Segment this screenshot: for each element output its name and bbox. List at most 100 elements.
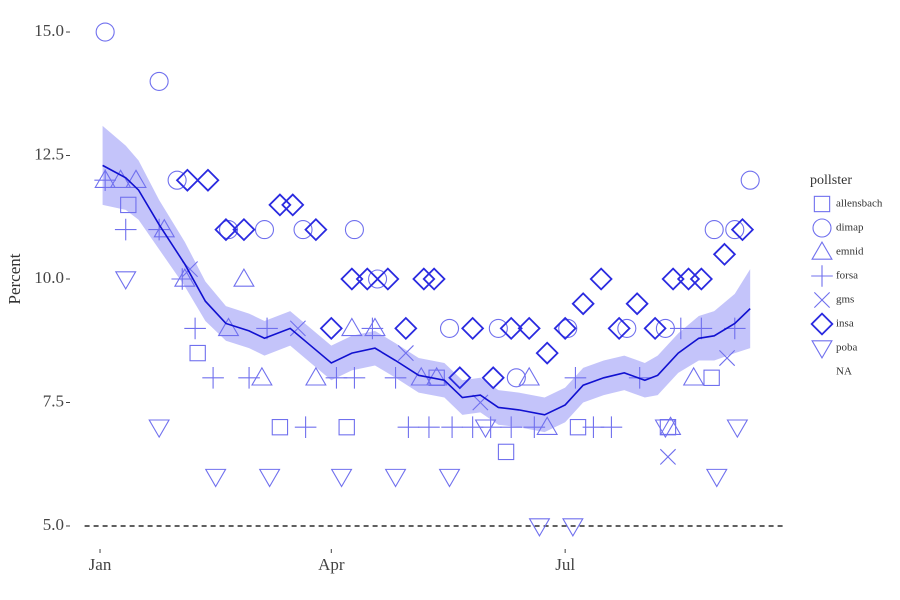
point (425, 366, 448, 386)
point (474, 419, 497, 439)
point (173, 268, 196, 287)
point (412, 267, 436, 291)
point (725, 220, 745, 240)
point (659, 416, 682, 435)
point (439, 318, 460, 338)
point (448, 366, 472, 390)
legend-label: gms (836, 294, 854, 306)
point (95, 22, 115, 42)
point (251, 366, 273, 386)
legend-symbol (813, 195, 831, 213)
point (740, 170, 760, 190)
point (120, 196, 137, 214)
point (384, 366, 407, 389)
trend-line (102, 164, 751, 416)
point (607, 316, 631, 341)
legend-label: insa (836, 318, 854, 330)
point (368, 269, 388, 289)
legend-label: dimap (836, 222, 864, 234)
point (712, 242, 737, 266)
point (617, 318, 637, 338)
point (254, 220, 275, 240)
legend-title: pollster (810, 173, 852, 188)
point (682, 366, 705, 386)
point (148, 419, 170, 439)
legend-symbol (813, 291, 831, 309)
x-tick-label: Jul (555, 555, 575, 574)
point (289, 320, 306, 337)
point (690, 317, 713, 340)
point (536, 416, 559, 435)
point (397, 416, 420, 438)
point (281, 193, 305, 217)
point (305, 366, 327, 386)
confidence-band (102, 125, 751, 433)
point (643, 316, 667, 341)
legend-symbol (811, 265, 833, 287)
point (564, 366, 587, 389)
point (202, 366, 224, 389)
point (258, 468, 281, 488)
legend-label: NA (836, 366, 852, 378)
point (600, 416, 623, 438)
point (589, 267, 613, 291)
point (268, 193, 292, 217)
point (271, 418, 289, 436)
point (148, 218, 170, 241)
point (730, 217, 755, 242)
legend-symbol (812, 218, 832, 238)
point (256, 317, 278, 340)
legend-label: poba (836, 342, 858, 354)
point (233, 268, 255, 287)
point (94, 169, 116, 192)
point (397, 345, 414, 362)
point (719, 349, 736, 367)
point (438, 468, 461, 488)
point (500, 416, 522, 438)
point (571, 292, 595, 316)
point (488, 318, 508, 338)
point (481, 366, 505, 390)
point (394, 316, 418, 341)
point (523, 416, 546, 438)
point (355, 267, 379, 291)
point (196, 168, 220, 192)
point (517, 316, 541, 341)
point (499, 316, 523, 341)
point (214, 217, 238, 242)
point (418, 416, 440, 438)
point (304, 217, 328, 242)
point (553, 316, 577, 341)
point (189, 344, 206, 362)
point (361, 317, 384, 340)
point (689, 267, 713, 291)
y-tick-label: 7.5 (43, 391, 64, 410)
point (384, 468, 407, 488)
x-tick-label: Jan (89, 555, 112, 574)
point (330, 468, 353, 488)
point (364, 317, 386, 337)
point (422, 267, 446, 291)
point (171, 268, 194, 290)
point (319, 316, 343, 341)
point (344, 220, 364, 240)
point (441, 416, 463, 438)
point (167, 170, 187, 190)
point (204, 468, 227, 488)
point (659, 448, 676, 465)
point (472, 394, 489, 411)
y-axis-title: Percent (5, 253, 24, 304)
point (670, 317, 692, 340)
point (341, 317, 363, 337)
point (535, 341, 559, 365)
point (518, 366, 541, 386)
point (705, 468, 728, 488)
point (293, 220, 313, 240)
point (461, 316, 485, 341)
point (232, 217, 256, 242)
legend-symbol (811, 340, 833, 359)
point (175, 168, 200, 192)
point (654, 419, 677, 439)
legend-symbol (810, 312, 834, 336)
